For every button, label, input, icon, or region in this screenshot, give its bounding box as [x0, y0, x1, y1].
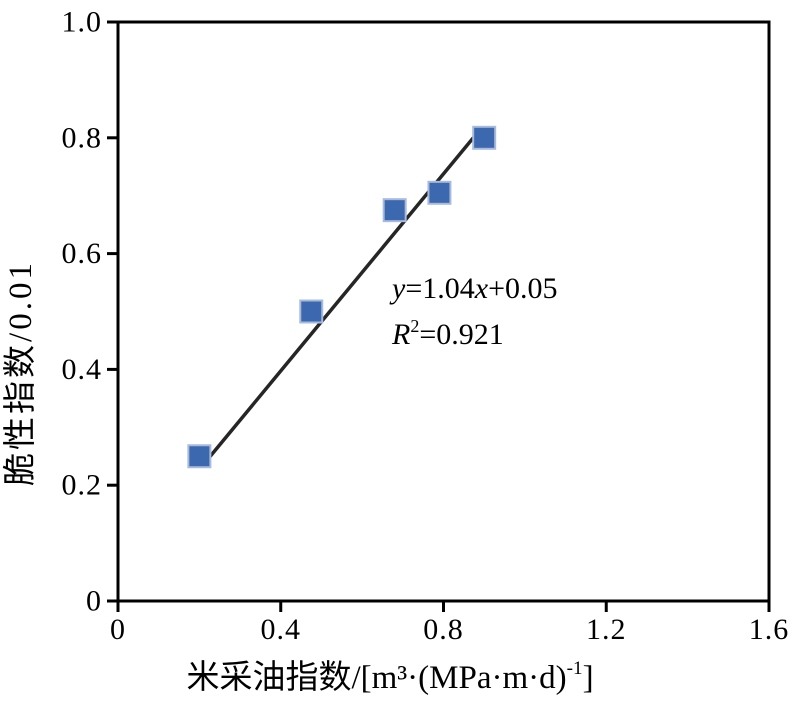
plot-border	[116, 20, 771, 603]
x-tick-label: 1.2	[586, 613, 627, 646]
y-tick-label: 0.6	[62, 237, 103, 270]
regression-r-squared: R2=0.921	[392, 312, 558, 358]
equation-slope: =1.04	[405, 272, 475, 305]
r-exponent: 2	[410, 316, 420, 336]
equation-y-symbol: y	[392, 272, 406, 305]
y-tick-label: 0.8	[62, 121, 103, 154]
data-point	[299, 299, 324, 324]
data-point	[472, 125, 497, 150]
equation-intercept: +0.05	[488, 272, 558, 305]
x-tick-label: 1.6	[749, 613, 790, 646]
x-axis-title-superscript: -1	[566, 658, 583, 679]
x-tick-label: 0	[110, 613, 126, 646]
y-tick-label: 1.0	[62, 6, 103, 39]
x-tick-label: 0.4	[261, 613, 302, 646]
r-value: =0.921	[419, 318, 504, 351]
x-axis-title-bracket: ]	[582, 660, 594, 696]
equation-x-symbol: x	[474, 272, 489, 305]
data-point	[382, 198, 407, 223]
regression-annotation: y=1.04x+0.05 R2=0.921	[392, 266, 558, 358]
x-axis-title-text: 米采油指数/[m³·(MPa·m·d)	[186, 660, 567, 696]
x-axis-title: 米采油指数/[m³·(MPa·m·d)-1]	[0, 650, 780, 698]
y-tick-label: 0.2	[62, 469, 103, 502]
x-tick-label: 0.8	[423, 613, 464, 646]
y-tick-label: 0.4	[62, 353, 103, 386]
y-axis-title: 脆性指数/0.01	[3, 260, 39, 486]
r-symbol: R	[392, 318, 411, 351]
y-tick-label: 0	[86, 585, 102, 618]
regression-equation: y=1.04x+0.05	[392, 266, 558, 312]
data-point	[427, 180, 452, 205]
data-point	[187, 444, 212, 469]
